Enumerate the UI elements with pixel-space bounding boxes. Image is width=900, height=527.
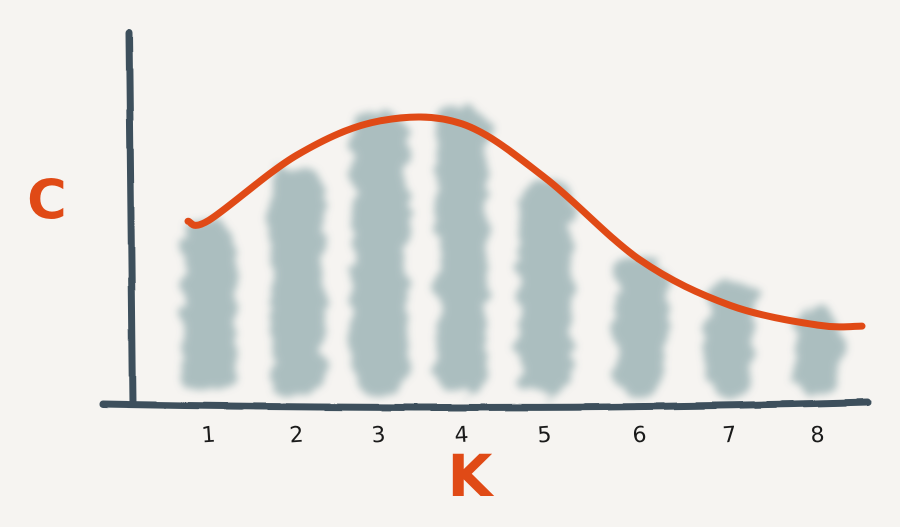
x-tick-label-6: 6 <box>632 423 648 449</box>
x-tick-label-7: 7 <box>722 423 738 449</box>
x-tick-label-5: 5 <box>537 423 553 449</box>
x-tick-labels: 1 2 3 4 5 6 7 8 <box>201 423 826 449</box>
bar-3 <box>351 112 407 397</box>
bar-2 <box>270 163 324 396</box>
y-axis-line <box>125 28 137 408</box>
x-tick-label-8: 8 <box>810 423 826 449</box>
x-tick-label-3: 3 <box>371 423 387 449</box>
x-tick-label-4: 4 <box>454 423 470 449</box>
bar-6 <box>614 254 666 396</box>
bar-4 <box>437 104 487 396</box>
y-axis-label: C <box>27 168 67 231</box>
bar-5 <box>518 180 572 396</box>
fit-curve <box>184 113 866 331</box>
x-tick-label-2: 2 <box>289 423 305 449</box>
bars <box>181 104 841 397</box>
bar-1 <box>181 220 237 396</box>
axes <box>99 28 872 411</box>
x-axis-label: K <box>448 442 495 510</box>
x-axis-line <box>99 398 872 411</box>
x-tick-label-1: 1 <box>201 423 217 449</box>
bar-8 <box>795 308 841 396</box>
